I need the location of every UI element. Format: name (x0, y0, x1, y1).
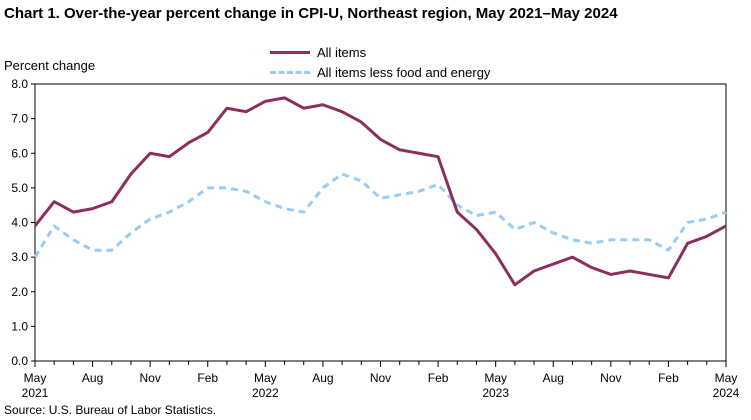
chart-title: Chart 1. Over-the-year percent change in… (4, 5, 618, 22)
x-tick-label: Feb (428, 371, 449, 385)
y-tick-label: 4.0 (11, 216, 28, 230)
x-tick-label: May (484, 371, 507, 385)
series-layer (33, 96, 727, 287)
legend-entry-core: All items less food and energy (270, 62, 490, 82)
x-tick-label: Nov (600, 371, 621, 385)
y-axis-label: Percent change (4, 58, 96, 73)
legend-label-core: All items less food and energy (317, 64, 491, 80)
y-tick-label: 7.0 (11, 112, 28, 126)
source-note: Source: U.S. Bureau of Labor Statistics. (4, 403, 217, 417)
y-tick-label: 6.0 (11, 146, 28, 160)
x-tick-label: May (24, 371, 47, 385)
x-tick-label: Aug (82, 371, 103, 385)
x-tick-label: Aug (312, 371, 333, 385)
legend-swatch-core (270, 70, 310, 74)
y-tick-label: 3.0 (11, 250, 28, 264)
y-tick-label: 1.0 (11, 319, 28, 333)
legend-label-all-items: All items (317, 44, 367, 60)
x-tick-label: Aug (543, 371, 564, 385)
y-tick-label: 2.0 (11, 285, 28, 299)
x-tick-year: 2024 (713, 386, 740, 400)
legend-entry-all-items: All items (270, 42, 490, 62)
x-tick-label: Nov (139, 371, 160, 385)
x-tick-label: Feb (658, 371, 679, 385)
plot-area-frame (34, 83, 727, 362)
y-tick-label: 5.0 (11, 181, 28, 195)
series-line-all-items (33, 96, 727, 287)
y-tick-label: 8.0 (11, 77, 28, 91)
y-tick-label: 0.0 (11, 354, 28, 368)
x-tick-year: 2022 (252, 386, 279, 400)
x-tick-year: 2023 (482, 386, 509, 400)
y-axis: 0.0 1.0 2.0 3.0 4.0 5.0 6.0 7.0 8.0 (11, 77, 35, 368)
x-tick-label: May (715, 371, 738, 385)
legend: All items All items less food and energy (270, 42, 490, 82)
x-tick-label: Nov (370, 371, 391, 385)
x-tick-year: 2021 (22, 386, 49, 400)
x-tick-label: Feb (197, 371, 218, 385)
x-tick-label: May (254, 371, 277, 385)
series-line-core (33, 172, 727, 258)
legend-swatch-all-items (270, 50, 310, 54)
